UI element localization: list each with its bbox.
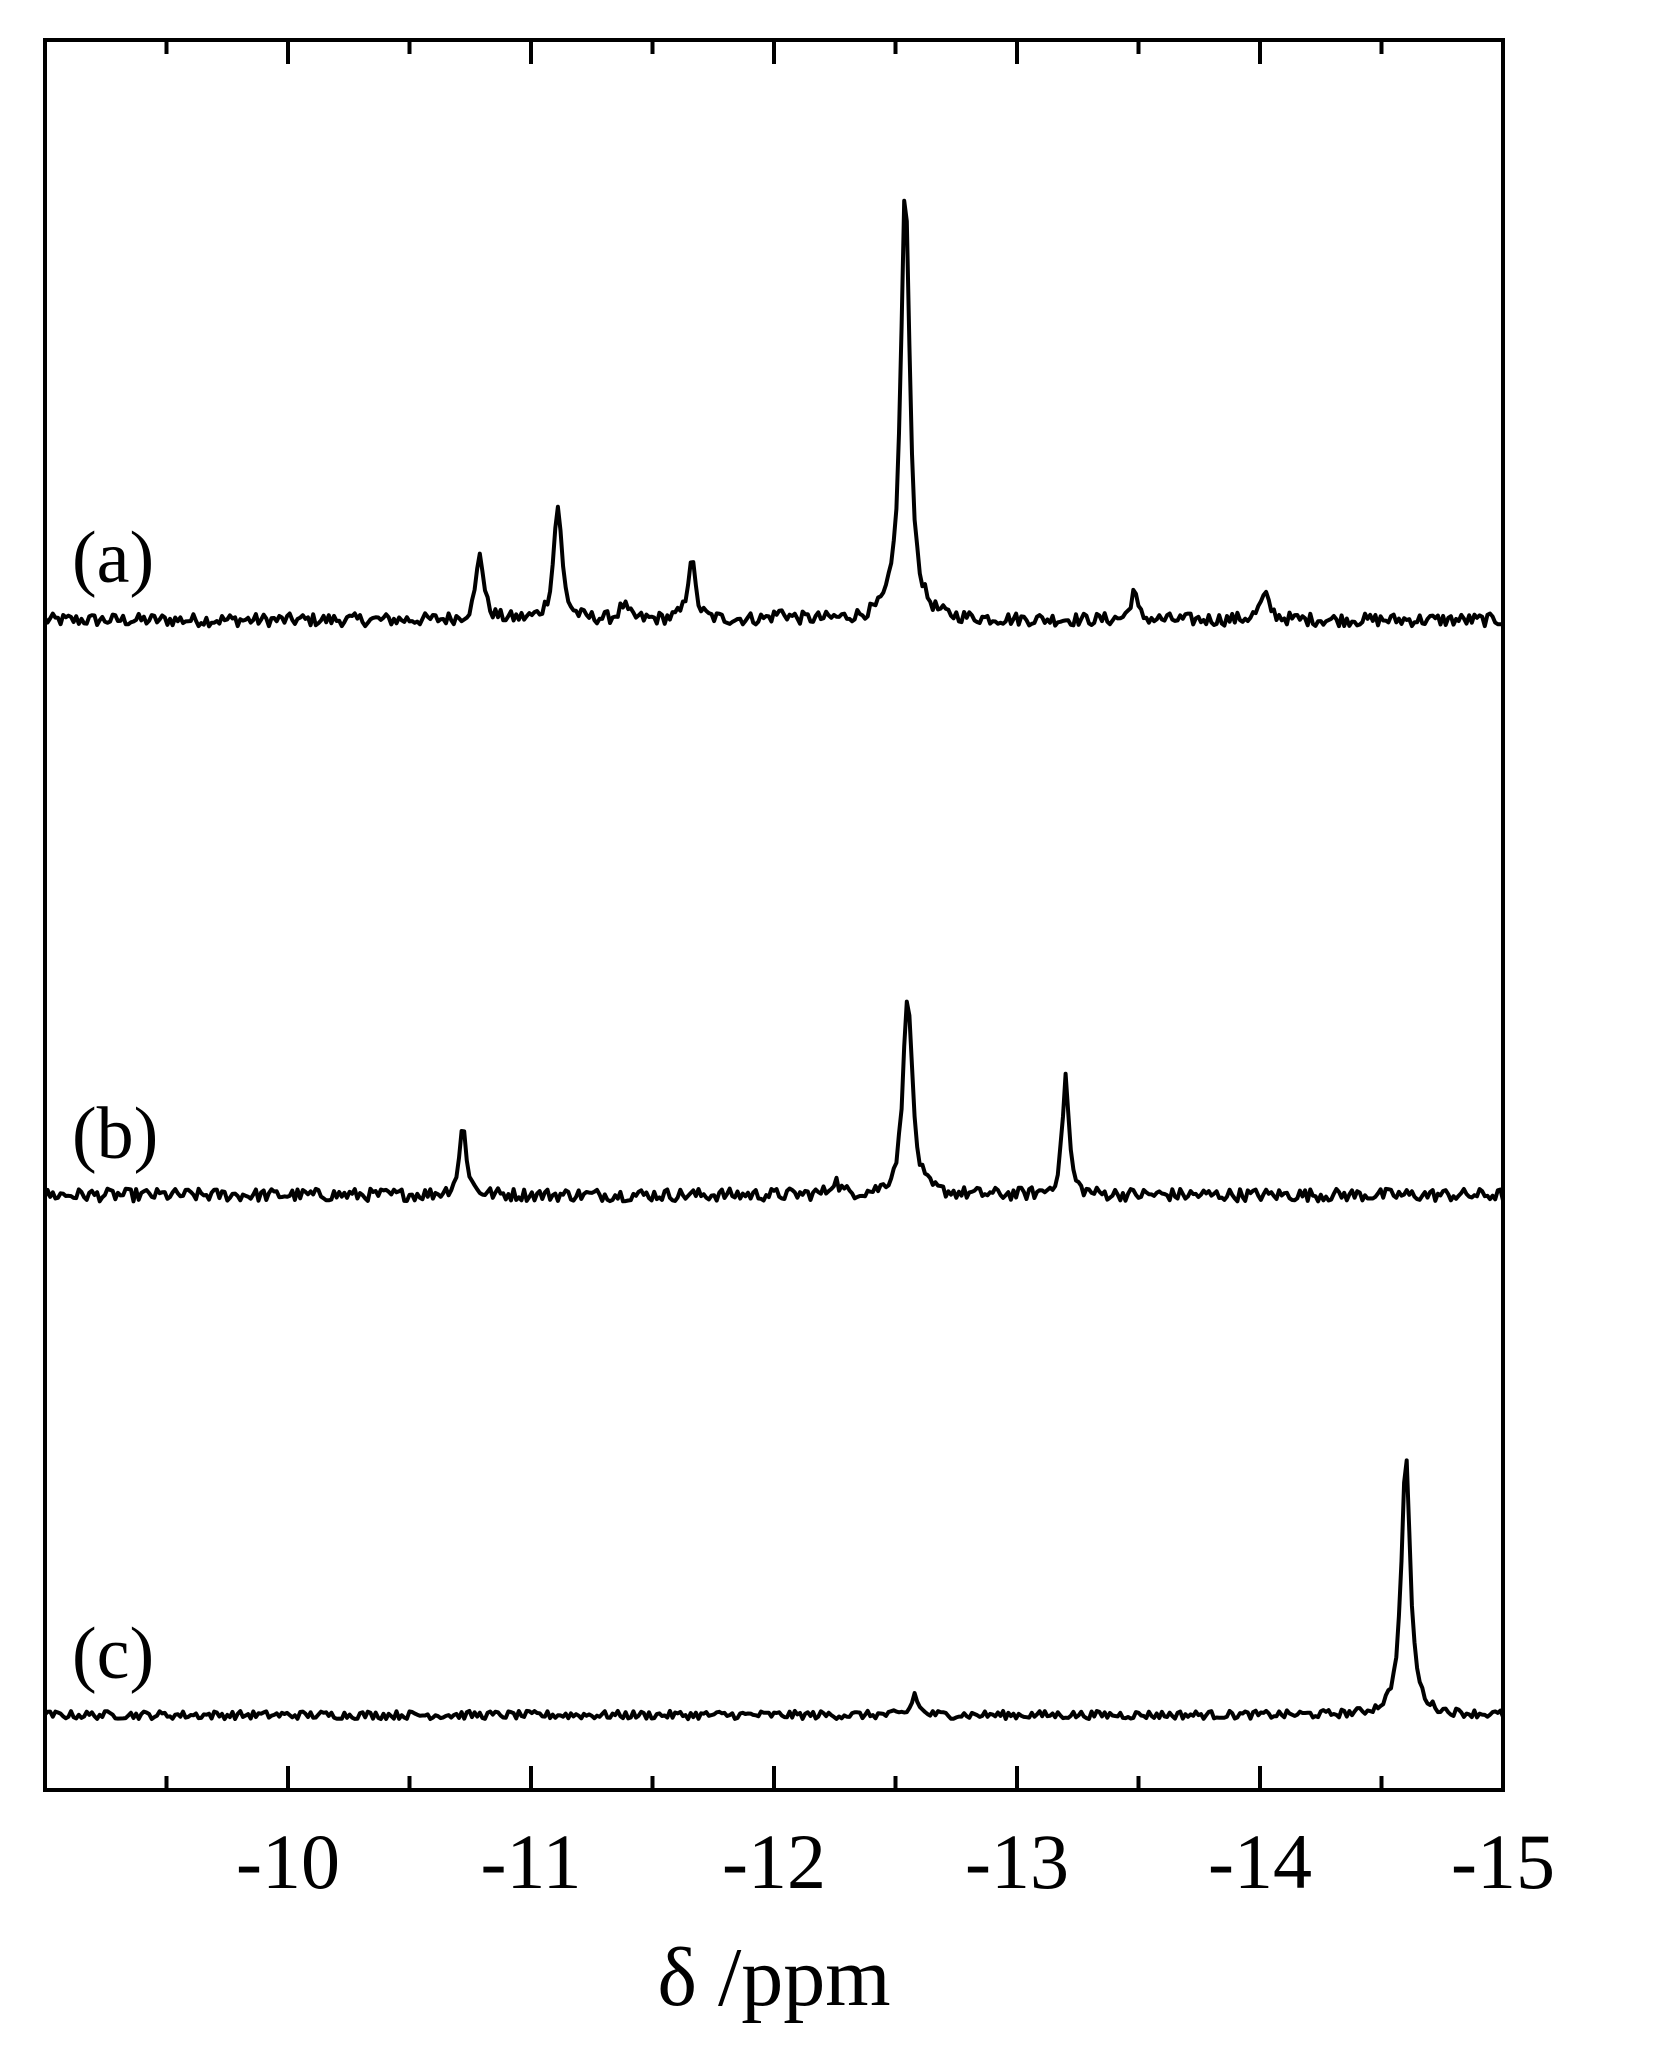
- x-tick-label: -11: [480, 1818, 581, 1905]
- x-axis-ticks: [164, 40, 1505, 1790]
- trace-label: (c): [72, 1613, 154, 1695]
- x-tick-label: -13: [965, 1818, 1069, 1905]
- x-tick-label: -14: [1208, 1818, 1312, 1905]
- x-axis-title: δ /ppm: [657, 1931, 890, 2024]
- x-tick-label: -10: [236, 1818, 340, 1905]
- x-tick-label: -12: [722, 1818, 826, 1905]
- trace-label: (a): [72, 517, 154, 599]
- spectrum-trace: [43, 1458, 1505, 1722]
- x-axis-tick-labels: -10 -11 -12 -13 -14 -15: [236, 1818, 1555, 1905]
- trace-label: (b): [72, 1093, 158, 1175]
- spectra-traces: [43, 198, 1505, 1722]
- spectrum-trace: [43, 999, 1505, 1204]
- plot-frame: [43, 38, 1505, 1792]
- spectrum-trace: [43, 198, 1504, 629]
- x-tick-label: -15: [1451, 1818, 1555, 1905]
- spectra-labels: (a) (b) (c): [72, 517, 158, 1695]
